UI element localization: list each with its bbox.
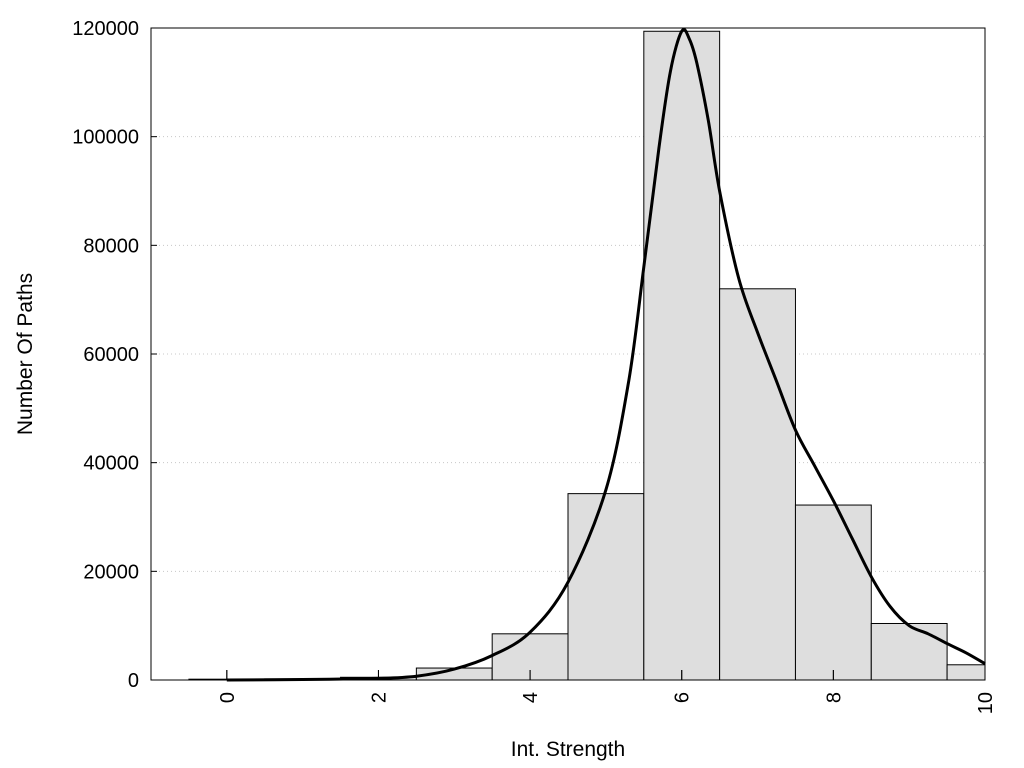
y-tick-label-5: 100000 (72, 127, 139, 149)
y-tick-label-3: 60000 (83, 344, 139, 366)
x-tick-label-2: 4 (520, 692, 542, 703)
y-tick-label-1: 20000 (83, 561, 139, 583)
x-axis-title: Int. Strength (511, 738, 625, 761)
x-tick-label-1: 2 (368, 692, 390, 703)
x-tick-label-5: 10 (975, 692, 997, 714)
x-tick-label-0: 0 (217, 692, 239, 703)
fit-curve (226, 27, 986, 682)
bar-7 (719, 288, 796, 681)
axis-ticks: 0 20000 40000 60000 80000 100000 120000 0 2 4 6 8 10 (72, 18, 997, 714)
bar-5 (567, 493, 645, 681)
x-tick-label-3: 6 (672, 692, 694, 703)
y-tick-label-4: 80000 (83, 235, 139, 257)
bar-6 (643, 30, 721, 681)
y-tick-label-0: 0 (128, 670, 139, 692)
y-tick-label-6: 120000 (72, 18, 139, 40)
y-axis-title: Number Of Paths (14, 273, 37, 435)
x-tick-label-4: 8 (823, 692, 845, 703)
y-tick-label-2: 40000 (83, 453, 139, 475)
histogram-bars (188, 30, 986, 681)
bar-8 (794, 504, 872, 681)
bar-10 (946, 664, 986, 681)
bar-9 (870, 622, 948, 681)
